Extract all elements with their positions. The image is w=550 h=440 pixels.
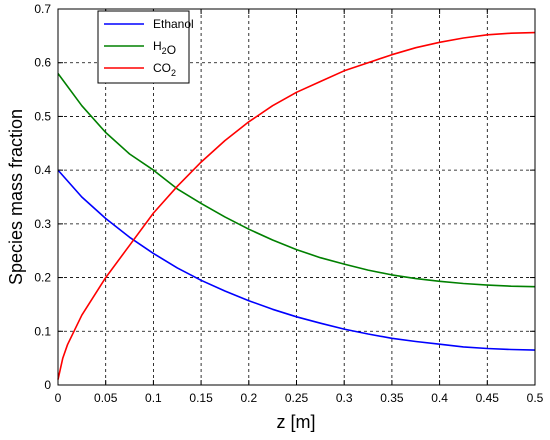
x-tick-label: 0.4 bbox=[431, 391, 448, 405]
x-tick-label: 0.35 bbox=[380, 391, 404, 405]
legend: Ethanol H2O CO2 bbox=[97, 10, 194, 84]
series-line-co2 bbox=[57, 31, 536, 380]
x-tick-label: 0.25 bbox=[285, 391, 309, 405]
series-lines bbox=[57, 31, 536, 380]
axis-ticks: 0 0.05 0.1 0.15 0.2 0.25 0.3 0.35 0.4 0.45 0.5 0 0.1… bbox=[34, 2, 543, 405]
y-tick-label: 0.1 bbox=[34, 324, 51, 338]
x-tick-label: 0.5 bbox=[527, 391, 544, 405]
x-tick-label: 0 bbox=[55, 391, 62, 405]
series-line-ethanol bbox=[57, 169, 536, 351]
y-tick-label: 0.4 bbox=[34, 163, 51, 177]
y-tick-label: 0.6 bbox=[34, 56, 51, 70]
legend-label-ethanol: Ethanol bbox=[153, 17, 194, 31]
y-axis-label: Species mass fraction bbox=[6, 109, 26, 285]
grid-lines bbox=[58, 9, 535, 385]
legend-label-h2o: H2O bbox=[153, 39, 176, 57]
x-tick-label: 0.3 bbox=[336, 391, 353, 405]
x-tick-label: 0.45 bbox=[476, 391, 500, 405]
x-tick-label: 0.15 bbox=[189, 391, 213, 405]
y-tick-label: 0.7 bbox=[34, 2, 51, 16]
y-tick-label: 0 bbox=[44, 378, 51, 392]
y-tick-label: 0.2 bbox=[34, 271, 51, 285]
series-line-h2o bbox=[57, 73, 536, 288]
x-tick-label: 0.1 bbox=[145, 391, 162, 405]
x-tick-label: 0.2 bbox=[240, 391, 257, 405]
legend-label-co2: CO2 bbox=[153, 61, 176, 78]
y-tick-label: 0.3 bbox=[34, 217, 51, 231]
x-tick-label: 0.05 bbox=[94, 391, 118, 405]
legend-box bbox=[97, 10, 190, 84]
y-tick-label: 0.5 bbox=[34, 109, 51, 123]
x-axis-label: z [m] bbox=[277, 412, 316, 432]
